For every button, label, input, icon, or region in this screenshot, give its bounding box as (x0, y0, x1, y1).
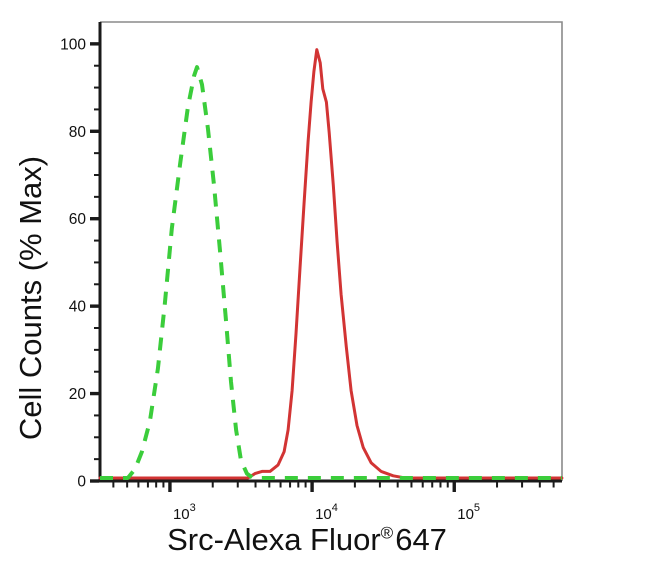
y-tick-label: 20 (69, 386, 87, 403)
x-axis-title: Src-Alexa Fluor®647 (167, 522, 447, 558)
y-tick-label: 0 (77, 474, 86, 491)
control-curve (100, 65, 562, 480)
y-tick-label: 40 (69, 299, 87, 316)
plot-frame (100, 21, 563, 481)
x-axis-title-main: Src-Alexa Fluor (167, 522, 381, 557)
y-tick-label: 60 (69, 211, 87, 228)
x-axis-title-suffix: 647 (395, 522, 447, 557)
y-tick-label: 80 (69, 124, 87, 141)
x-tick-label: 104 (315, 502, 338, 523)
x-tick-label: 103 (173, 502, 196, 523)
sample-curve (98, 48, 564, 480)
y-axis-title: Cell Counts (% Max) (13, 155, 48, 441)
registered-trademark-symbol: ® (380, 523, 394, 543)
y-tick-label: 100 (60, 36, 86, 53)
x-tick-label: 105 (457, 502, 480, 523)
